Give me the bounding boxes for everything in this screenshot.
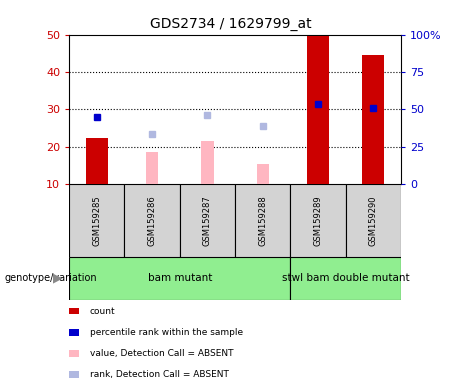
- Text: percentile rank within the sample: percentile rank within the sample: [90, 328, 243, 337]
- Text: GSM159288: GSM159288: [258, 195, 267, 246]
- Bar: [86, 137, 108, 184]
- Text: ▶: ▶: [53, 272, 62, 285]
- Bar: [235, 184, 290, 257]
- Text: count: count: [90, 306, 116, 316]
- Text: genotype/variation: genotype/variation: [5, 273, 97, 283]
- Bar: [307, 36, 329, 184]
- Bar: [290, 184, 346, 257]
- Bar: [69, 184, 124, 257]
- Bar: [201, 141, 213, 184]
- Text: value, Detection Call = ABSENT: value, Detection Call = ABSENT: [90, 349, 233, 358]
- Bar: [257, 164, 269, 184]
- Text: GDS2734 / 1629799_at: GDS2734 / 1629799_at: [150, 17, 311, 31]
- Bar: [290, 257, 401, 300]
- Bar: [69, 257, 290, 300]
- Bar: [180, 184, 235, 257]
- Text: GSM159287: GSM159287: [203, 195, 212, 246]
- Text: GSM159289: GSM159289: [313, 195, 323, 246]
- Bar: [146, 152, 158, 184]
- Bar: [346, 184, 401, 257]
- Text: GSM159290: GSM159290: [369, 195, 378, 246]
- Bar: [124, 184, 180, 257]
- Text: rank, Detection Call = ABSENT: rank, Detection Call = ABSENT: [90, 370, 229, 379]
- Text: stwl bam double mutant: stwl bam double mutant: [282, 273, 409, 283]
- Text: GSM159286: GSM159286: [148, 195, 157, 246]
- Bar: [362, 55, 384, 184]
- Text: GSM159285: GSM159285: [92, 195, 101, 246]
- Text: bam mutant: bam mutant: [148, 273, 212, 283]
